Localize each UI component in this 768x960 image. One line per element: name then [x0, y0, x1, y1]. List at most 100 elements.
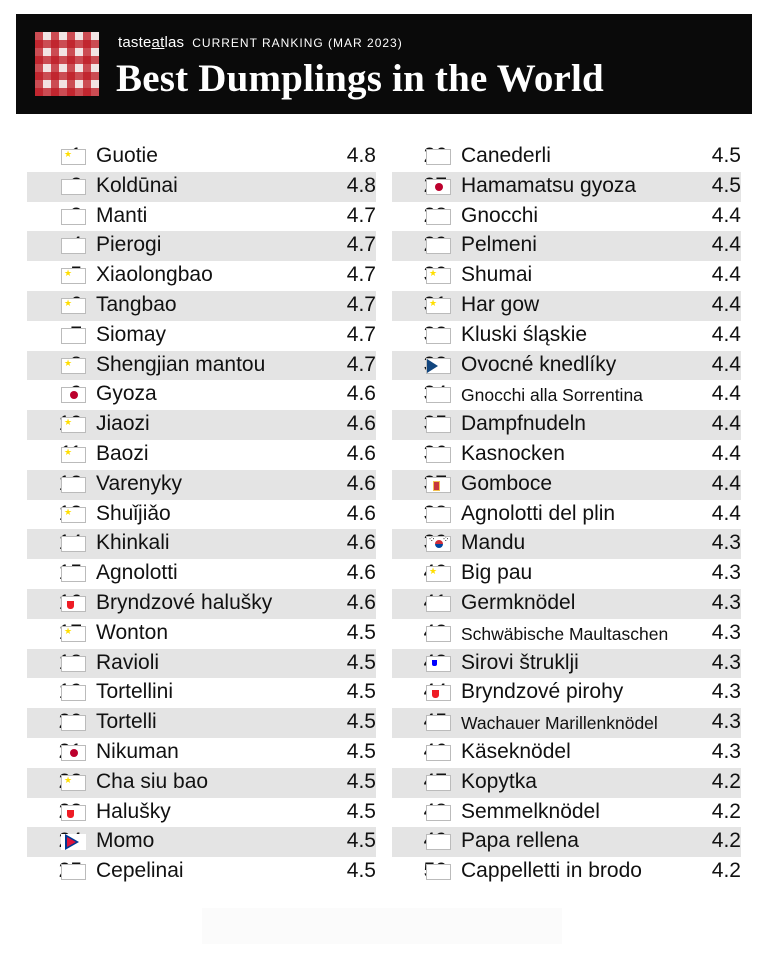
rating-score: 4.5: [346, 650, 376, 674]
china-flag-icon: [61, 357, 86, 374]
rating-score: 4.5: [346, 620, 376, 644]
ranking-row: 37Gomboce4.4: [392, 469, 741, 500]
serbia-flag-icon: [426, 476, 451, 493]
south-korea-flag-icon: [426, 536, 451, 553]
japan-flag-icon: [61, 387, 86, 404]
dish-name: Koldūnai: [96, 173, 178, 197]
rating-score: 4.7: [346, 233, 376, 257]
ranking-row: 48Semmelknödel4.2: [392, 798, 741, 828]
china-flag-icon: [61, 625, 86, 642]
slovakia-flag-icon: [61, 595, 86, 612]
rating-score: 4.6: [346, 412, 376, 436]
footer-blank-area: [202, 908, 562, 944]
checkered-tablecloth-logo-icon: [35, 32, 99, 96]
dish-name: Baozi: [96, 441, 149, 465]
dish-name: Pelmeni: [461, 233, 537, 257]
rating-score: 4.5: [346, 680, 376, 704]
slovakia-flag-icon: [426, 685, 451, 702]
ranking-row: 5Xiaolongbao4.7: [27, 261, 376, 291]
rating-score: 4.4: [711, 263, 741, 287]
dish-name: Hamamatsu gyoza: [461, 173, 637, 197]
nepal-flag-icon: [61, 834, 86, 851]
dish-name: Semmelknödel: [461, 799, 600, 823]
dish-name: Cappelletti in brodo: [461, 859, 642, 883]
rating-score: 4.6: [346, 590, 376, 614]
dish-name: Papa rellena: [461, 829, 579, 853]
rating-score: 4.3: [711, 680, 741, 704]
dish-name: Bryndzové pirohy: [461, 680, 624, 704]
dish-name: Germknödel: [461, 590, 576, 614]
ranking-column-left: 1Guotie4.82Koldūnai4.83Manti4.74Pierogi4…: [27, 142, 376, 887]
rating-score: 4.4: [711, 501, 741, 525]
dish-name: Ravioli: [96, 650, 160, 674]
dish-name: Agnolotti: [96, 561, 178, 585]
dish-name: Big pau: [461, 561, 533, 585]
dish-name: Kluski śląskie: [461, 322, 588, 346]
peru-flag-icon: [426, 834, 451, 851]
dish-name: Gyoza: [96, 382, 157, 406]
rating-score: 4.6: [346, 441, 376, 465]
russia-flag-icon: [426, 238, 451, 255]
dish-name: Har gow: [461, 292, 540, 316]
rating-score: 4.6: [346, 561, 376, 585]
rating-score: 4.4: [711, 471, 741, 495]
rating-score: 4.3: [711, 590, 741, 614]
dish-name: Shuǐjiǎo: [96, 501, 171, 525]
dish-name: Guotie: [96, 144, 158, 167]
rating-score: 4.4: [711, 292, 741, 316]
germany-flag-icon: [426, 417, 451, 434]
italy-flag-icon: [426, 506, 451, 523]
rating-score: 4.3: [711, 650, 741, 674]
dish-name: Halušky: [96, 799, 171, 823]
rating-score: 4.3: [711, 739, 741, 763]
rating-score: 4.5: [346, 829, 376, 853]
rating-score: 4.8: [346, 144, 376, 167]
rating-score: 4.7: [346, 203, 376, 227]
dish-name: Siomay: [96, 322, 167, 346]
ranking-row: 24Momo4.5: [27, 827, 376, 858]
rating-score: 4.5: [346, 799, 376, 823]
china-flag-icon: [61, 446, 86, 463]
rating-score: 4.2: [711, 799, 741, 823]
ranking-label: CURRENT RANKING (MAR 2023): [192, 36, 403, 50]
ranking-row: 47Kopytka4.2: [392, 767, 741, 798]
italy-flag-icon: [426, 149, 451, 165]
tasteatlas-brand: tasteatlas: [118, 34, 185, 51]
dish-name: Tortelli: [96, 710, 157, 734]
dish-name: Khinkali: [96, 531, 170, 555]
rating-score: 4.3: [711, 710, 741, 734]
japan-flag-icon: [426, 178, 451, 195]
japan-flag-icon: [61, 744, 86, 761]
rating-score: 4.6: [346, 382, 376, 406]
dish-name: Canederli: [461, 144, 551, 167]
ranking-row: 13Shuǐjiǎo4.6: [27, 500, 376, 530]
germany-flag-icon: [426, 804, 451, 821]
china-flag-icon: [61, 268, 86, 285]
page-title: Best Dumplings in the World: [116, 57, 604, 100]
ranking-row: 4Pierogi4.7: [27, 231, 376, 262]
dish-name: Agnolotti del plin: [461, 501, 616, 525]
ranking-row: 21Nikuman4.5: [27, 738, 376, 768]
china-flag-icon: [61, 774, 86, 791]
austria-flag-icon: [426, 595, 451, 612]
rating-score: 4.5: [346, 769, 376, 793]
ranking-row: 25Cepelinai4.5: [27, 857, 376, 887]
rating-score: 4.5: [711, 173, 741, 197]
dish-name: Cha siu bao: [96, 769, 209, 793]
rating-score: 4.5: [346, 739, 376, 763]
italy-flag-icon: [61, 685, 86, 702]
dish-name: Wachauer Marillenknödel: [461, 713, 658, 734]
dish-name: Bryndzové halušky: [96, 590, 273, 614]
austria-flag-icon: [426, 715, 451, 732]
dish-name: Wonton: [96, 620, 168, 644]
italy-flag-icon: [426, 864, 451, 881]
rating-score: 4.5: [711, 144, 741, 167]
rating-score: 4.2: [711, 859, 741, 883]
